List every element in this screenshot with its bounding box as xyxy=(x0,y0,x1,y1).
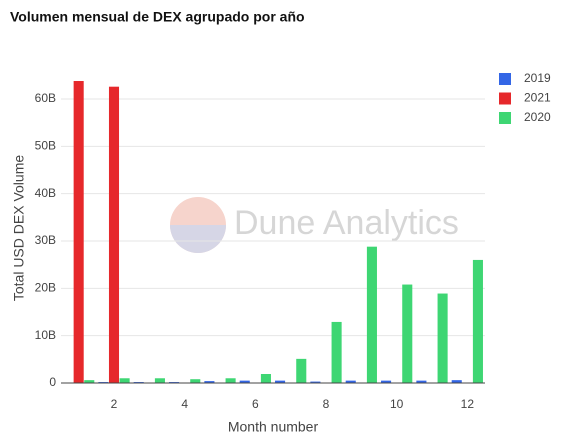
legend-swatch xyxy=(499,93,511,105)
bar xyxy=(332,322,342,383)
bar xyxy=(74,81,84,383)
x-tick-label: 8 xyxy=(323,397,330,411)
legend-swatch xyxy=(499,73,511,85)
y-tick-label: 60B xyxy=(35,91,56,105)
bar xyxy=(473,260,483,383)
y-tick-label: 30B xyxy=(35,233,56,247)
bar xyxy=(155,378,165,383)
bar xyxy=(120,378,130,383)
y-tick-label: 40B xyxy=(35,186,56,200)
legend-swatch xyxy=(499,112,511,124)
bar xyxy=(402,285,412,383)
bar xyxy=(296,359,306,383)
x-tick-label: 6 xyxy=(252,397,259,411)
bar xyxy=(367,247,377,383)
bar xyxy=(190,379,200,383)
legend-label: 2020 xyxy=(524,110,551,124)
x-tick-label: 4 xyxy=(181,397,188,411)
bar xyxy=(261,374,271,383)
chart-title: Volumen mensual de DEX agrupado por año xyxy=(10,9,305,25)
watermark: Dune Analytics xyxy=(234,204,459,242)
y-tick-label: 50B xyxy=(35,139,56,153)
x-axis-label: Month number xyxy=(228,419,319,435)
y-tick-label: 20B xyxy=(35,281,56,295)
bar xyxy=(109,87,119,383)
legend-label: 2021 xyxy=(524,91,551,105)
logo-part xyxy=(170,225,226,253)
x-tick-label: 10 xyxy=(390,397,404,411)
y-tick-label: 10B xyxy=(35,328,56,342)
bar xyxy=(438,294,448,383)
legend-label: 2019 xyxy=(524,71,551,85)
y-tick-label: 0 xyxy=(49,375,56,389)
bar xyxy=(226,378,236,383)
x-tick-label: 2 xyxy=(111,397,118,411)
y-axis-label: Total USD DEX Volume xyxy=(11,155,27,301)
x-tick-label: 12 xyxy=(461,397,475,411)
